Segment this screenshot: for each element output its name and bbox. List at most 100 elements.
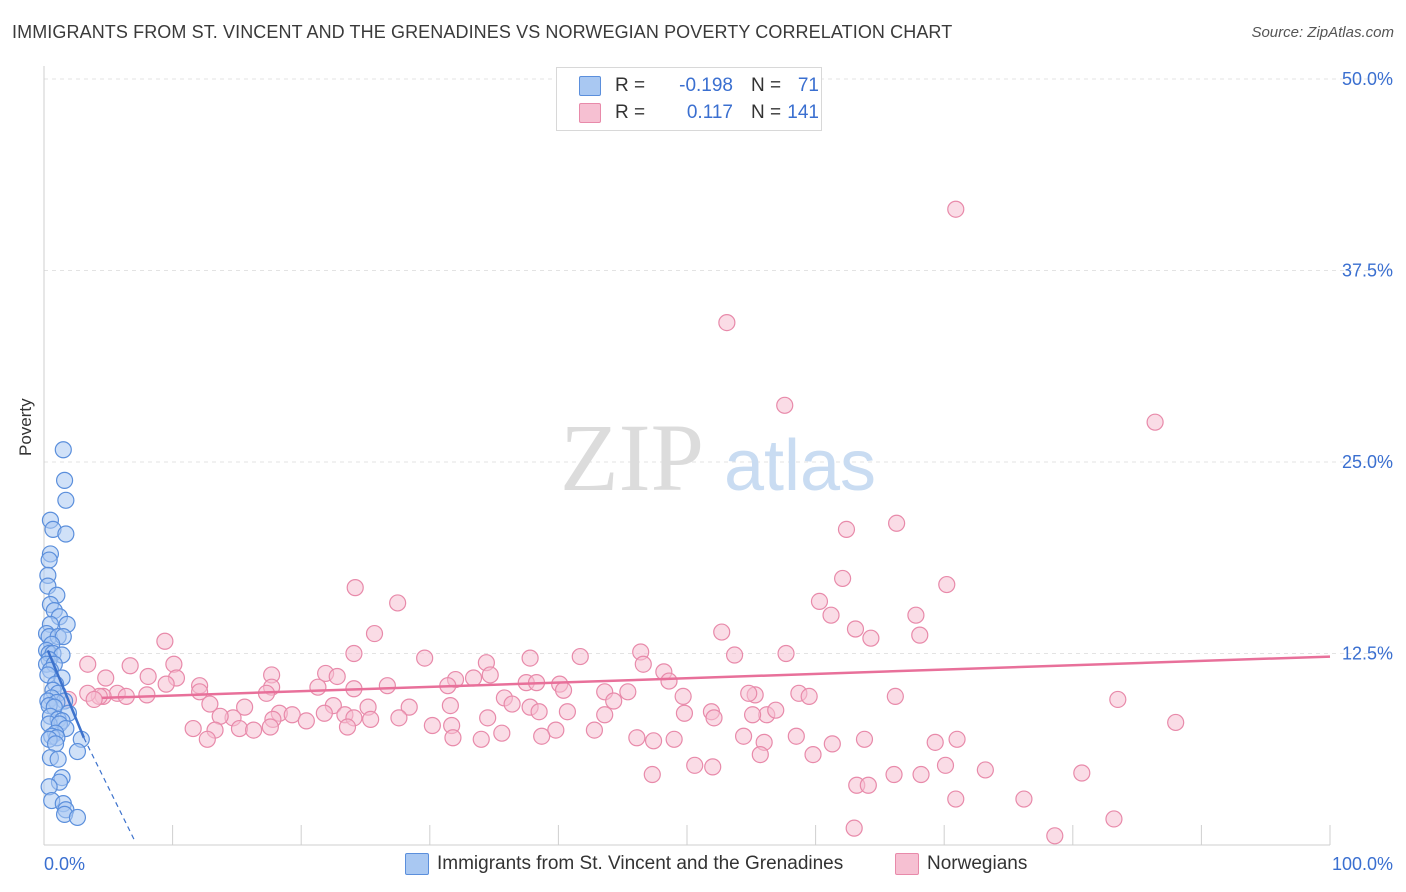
norwegians-point	[907, 606, 925, 624]
norwegians-point	[912, 765, 930, 784]
norwegians-point	[121, 657, 139, 675]
norwegians-point	[441, 696, 459, 715]
norwegians-point	[444, 729, 462, 747]
trend-lines	[46, 649, 1331, 843]
r-label: R =	[615, 102, 646, 123]
r-value: 0.117	[686, 102, 733, 123]
norwegians-point	[810, 592, 829, 611]
norwegians-point	[713, 623, 731, 641]
norwegians-point	[704, 758, 722, 776]
norwegians-trend-line	[101, 655, 1331, 700]
norwegians-point	[911, 626, 929, 644]
norwegians-point	[309, 678, 327, 696]
norwegians-point	[643, 765, 661, 784]
gridlines	[44, 78, 1395, 654]
legend-swatch-blue	[405, 853, 429, 875]
norwegians-point	[261, 718, 279, 736]
norwegians-point	[315, 704, 333, 722]
norwegians-point	[184, 719, 202, 738]
norwegians-point	[823, 735, 841, 753]
y-tick-label: 25.0%	[1342, 452, 1393, 472]
norwegians-point	[503, 695, 521, 713]
norwegians-point	[1146, 413, 1164, 431]
immigrants-point	[68, 808, 87, 827]
legend-swatch-blue	[579, 76, 601, 96]
r-label: R =	[615, 75, 646, 96]
norwegians-points	[59, 200, 1185, 845]
norwegians-point	[845, 819, 863, 837]
immigrants-trend-line	[46, 649, 86, 739]
norwegians-point	[585, 721, 604, 739]
norwegians-point	[751, 746, 769, 764]
n-label: N =	[751, 102, 782, 123]
legend-label: Immigrants from St. Vincent and the Gren…	[437, 853, 844, 874]
norwegians-point	[619, 683, 637, 701]
norwegians-point	[686, 756, 704, 774]
norwegians-point	[885, 765, 903, 784]
x-tick-label: 0.0%	[44, 854, 85, 874]
norwegians-point	[822, 606, 840, 624]
norwegians-point	[530, 703, 548, 721]
y-tick-label: 37.5%	[1342, 261, 1393, 281]
norwegians-point	[201, 695, 219, 713]
norwegians-point	[378, 677, 396, 695]
norwegians-point	[416, 649, 434, 667]
norwegians-point	[464, 669, 483, 687]
norwegians-point	[156, 632, 174, 650]
norwegians-point	[97, 669, 115, 687]
norwegians-point	[804, 746, 822, 764]
immigrants-point	[54, 441, 72, 459]
norwegians-point	[157, 675, 175, 693]
norwegians-point	[1073, 764, 1091, 782]
norwegians-point	[834, 569, 852, 588]
source-label: Source: ZipAtlas.com	[1251, 24, 1394, 41]
norwegians-point	[338, 718, 357, 736]
norwegians-point	[198, 730, 216, 748]
norwegians-point	[390, 709, 408, 727]
norwegians-point	[976, 761, 994, 779]
norwegians-point	[767, 701, 785, 719]
norwegians-point	[521, 649, 539, 667]
norwegians-point	[1046, 827, 1064, 845]
norwegians-point	[571, 647, 589, 666]
immigrants-point	[49, 750, 67, 768]
watermark: ZIP atlas	[560, 404, 876, 511]
norwegians-point	[605, 692, 623, 710]
norwegians-point	[547, 721, 565, 739]
chart-title: IMMIGRANTS FROM ST. VINCENT AND THE GREN…	[12, 22, 953, 42]
norwegians-point	[345, 644, 363, 663]
norwegians-point	[634, 655, 652, 673]
norwegians-point	[472, 730, 490, 748]
norwegians-point	[776, 396, 794, 414]
norwegians-point	[85, 690, 103, 709]
x-tick-label: 100.0%	[1332, 854, 1393, 874]
norwegians-point	[862, 629, 880, 647]
norwegians-point	[936, 756, 955, 774]
norwegians-point	[734, 727, 753, 745]
norwegians-point	[554, 681, 573, 699]
norwegians-point	[297, 712, 315, 730]
norwegians-point	[493, 724, 511, 742]
immigrants-point	[68, 742, 87, 761]
norwegians-point	[481, 666, 499, 684]
norwegians-point	[674, 687, 692, 705]
norwegians-point	[938, 575, 956, 594]
immigrants-point	[57, 525, 75, 543]
norwegians-point	[725, 646, 744, 664]
norwegians-point	[888, 514, 906, 532]
y-tick-label: 50.0%	[1342, 69, 1393, 89]
norwegians-point	[389, 594, 407, 612]
norwegians-point	[533, 727, 551, 745]
norwegians-point	[665, 730, 683, 748]
n-value: 141	[787, 102, 819, 123]
norwegians-point	[948, 730, 966, 748]
norwegians-point	[660, 672, 678, 690]
norwegians-point	[777, 644, 795, 663]
norwegians-point	[947, 790, 965, 808]
norwegians-point	[79, 655, 97, 673]
norwegians-point	[628, 729, 646, 747]
stats-legend: R = -0.198 N = 71 R = 0.117 N = 141	[556, 67, 822, 131]
norwegians-point	[705, 709, 723, 727]
norwegians-point	[718, 313, 736, 332]
norwegians-point	[283, 706, 301, 724]
